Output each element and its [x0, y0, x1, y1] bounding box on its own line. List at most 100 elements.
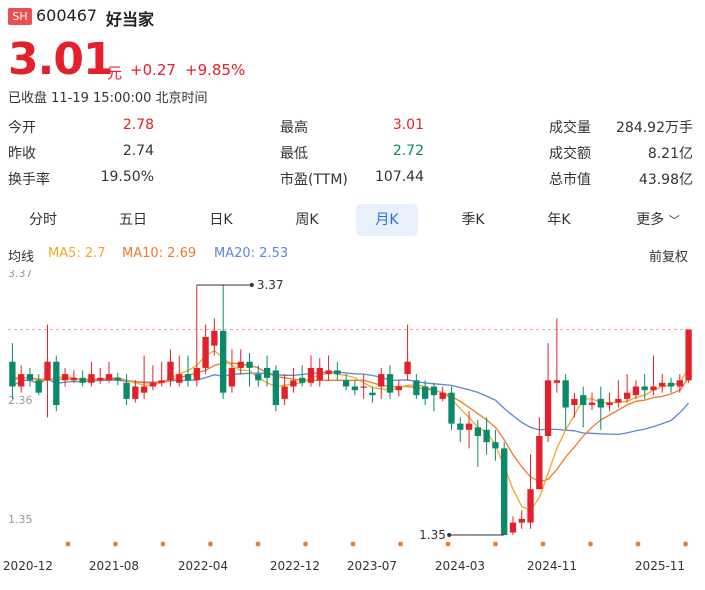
tab-quarterly-k[interactable]: 季K: [461, 212, 485, 228]
mcap-label: 总市值: [549, 172, 591, 188]
x-tick-label: 2024-03: [435, 559, 485, 573]
candle-body: [413, 380, 420, 396]
candle-body: [307, 367, 315, 383]
prev-close-label: 昨收: [8, 146, 36, 162]
candle-body: [219, 330, 227, 393]
y-tick-label: 1.35: [8, 513, 33, 526]
x-tick-label: 2022-12: [270, 559, 320, 573]
candle-body: [536, 435, 543, 490]
candle-body: [246, 361, 253, 368]
stock-name: 好当家: [106, 10, 155, 29]
candle-body: [448, 392, 455, 424]
candle-body: [35, 380, 42, 393]
candle-body: [676, 380, 683, 387]
candle-body: [140, 386, 148, 393]
candle-body: [404, 361, 411, 375]
kline-chart[interactable]: 3.37 2.36 1.35 3.37 1.35 2020-12 2021-08 2022-0…: [0, 270, 705, 590]
ma-title: 均线: [8, 250, 35, 265]
candle-body: [378, 374, 385, 387]
candle-body: [158, 380, 165, 383]
event-dot: [398, 541, 403, 547]
candle-body: [553, 380, 561, 383]
event-dot: [683, 541, 688, 547]
candle-body: [228, 367, 236, 387]
event-dot: [113, 541, 118, 547]
tab-yearly-k[interactable]: 年K: [547, 212, 571, 228]
low-label: 最低: [280, 146, 308, 162]
x-tick-label: 2025-11: [635, 559, 685, 573]
ma20-label: MA20: 2.53: [214, 246, 289, 261]
candle-body: [123, 382, 130, 399]
candle-body: [334, 370, 341, 375]
candle-body: [316, 367, 323, 381]
event-dot: [635, 541, 641, 547]
pe-value: 107.44: [375, 169, 424, 185]
candle-body: [615, 398, 622, 403]
amount-value: 8.21亿: [647, 146, 693, 162]
candle-body: [439, 392, 446, 399]
candle-body: [659, 382, 666, 387]
ma5-line: [12, 349, 690, 512]
candle-body: [9, 361, 16, 387]
candle-body: [193, 367, 200, 381]
period-tabs: 分时 五日 日K 周K 月K 季K 年K 更多 ﹀: [10, 204, 695, 236]
x-tick-label: 2022-04: [178, 559, 228, 573]
max-label: 3.37: [257, 278, 284, 292]
min-dot: [447, 533, 452, 537]
high-value: 3.01: [392, 117, 424, 133]
tab-daily-k[interactable]: 日K: [209, 212, 233, 228]
volume-label: 成交量: [549, 120, 591, 136]
x-tick-label: 2021-08: [89, 559, 139, 573]
event-dot: [255, 541, 261, 547]
price-change: +0.27: [130, 61, 176, 79]
candle-body: [430, 386, 438, 396]
turnover-value: 19.50%: [100, 169, 154, 185]
candle-body: [342, 380, 350, 387]
candle-body: [685, 329, 692, 381]
candle-body: [53, 361, 60, 406]
max-dot: [249, 283, 254, 287]
market-status: 已收盘 11-19 15:00:00 北京时间: [8, 91, 208, 106]
event-dot: [65, 541, 71, 547]
event-dot: [350, 541, 356, 547]
tab-five-day[interactable]: 五日: [119, 212, 147, 228]
candle-body: [70, 377, 78, 381]
low-value: 2.72: [392, 143, 424, 159]
candle-body: [509, 522, 517, 533]
candle-body: [650, 386, 657, 391]
y-tick-label: 3.37: [8, 270, 33, 280]
candle-body: [263, 367, 271, 378]
candle-body: [255, 374, 262, 381]
candle-body: [351, 386, 359, 391]
stock-code: 600467: [36, 6, 98, 25]
candle-body: [527, 489, 534, 523]
tab-weekly-k[interactable]: 周K: [295, 212, 319, 228]
candle-body: [641, 386, 648, 391]
ma10-label: MA10: 2.69: [122, 246, 197, 261]
adjust-mode[interactable]: 前复权: [649, 250, 689, 265]
high-label: 最高: [280, 120, 308, 136]
candle-body: [79, 377, 86, 383]
tab-monthly-k[interactable]: 月K: [356, 204, 418, 236]
candle-body: [369, 392, 376, 396]
event-dot: [208, 541, 213, 547]
amount-label: 成交额: [549, 146, 591, 162]
event-dot: [493, 541, 498, 547]
ma10-line: [12, 362, 690, 483]
candle-body: [167, 361, 174, 381]
candle-body: [149, 382, 157, 387]
candle-body: [518, 518, 525, 523]
candle-body: [26, 374, 34, 381]
event-dot: [588, 541, 593, 547]
candle-body: [18, 374, 25, 387]
tab-more[interactable]: 更多 ﹀: [623, 204, 693, 236]
event-dot: [303, 541, 308, 547]
open-value: 2.78: [122, 117, 154, 133]
chevron-down-icon: ﹀: [668, 214, 680, 227]
price-unit: 元: [107, 64, 123, 82]
candle-body: [562, 380, 569, 408]
candle-body: [132, 386, 139, 399]
candle-body: [597, 398, 604, 408]
tab-minute[interactable]: 分时: [29, 212, 57, 228]
candle-body: [580, 395, 587, 406]
